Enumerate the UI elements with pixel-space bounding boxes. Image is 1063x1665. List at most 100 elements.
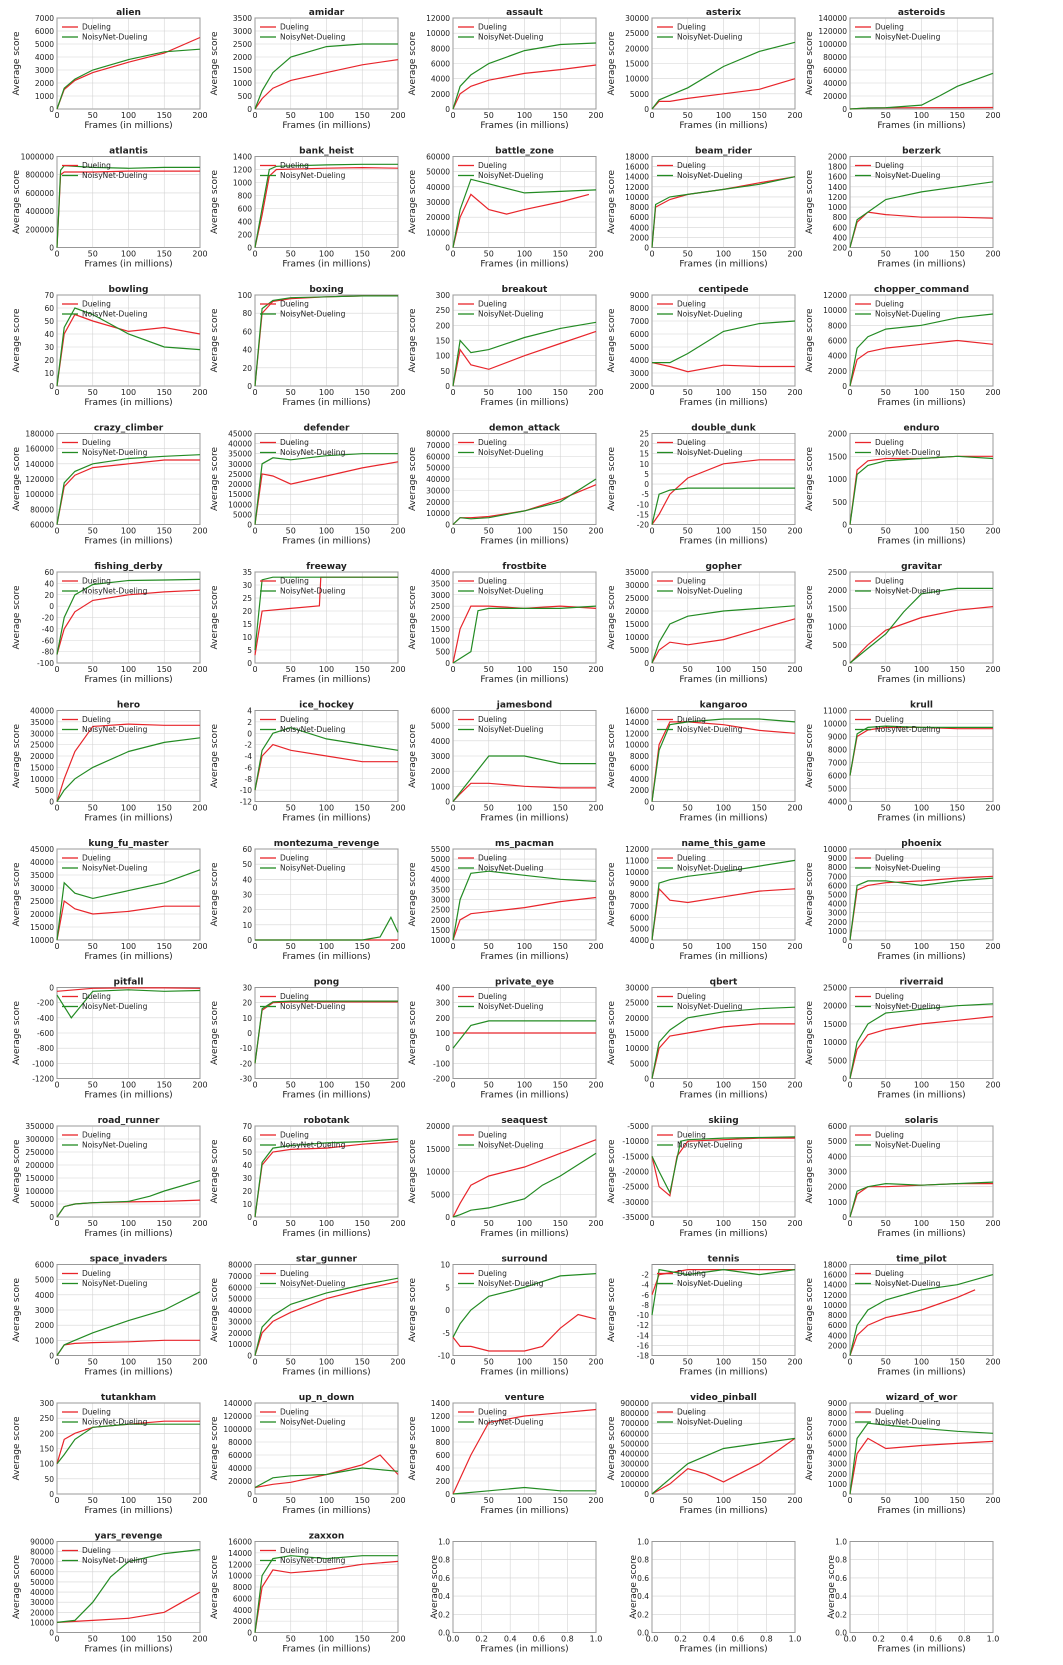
x-tick-label: 50: [484, 1081, 494, 1090]
x-axis-label: Frames (in millions): [282, 952, 370, 962]
x-tick-label: 150: [752, 1219, 767, 1228]
y-tick-label: 30000: [426, 486, 450, 495]
y-tick-label: -20: [240, 1059, 252, 1068]
plot-border: [254, 1541, 399, 1633]
legend-label-dueling: Dueling: [82, 854, 111, 863]
legend-label-noisynet: NoisyNet-Dueling: [82, 33, 148, 42]
series-line-noisynet-dueling: [452, 870, 597, 941]
series-line-dueling: [254, 1281, 399, 1356]
x-tick-label: 50: [88, 804, 98, 813]
y-axis-label: Average score: [408, 724, 418, 788]
y-tick-label: 6000: [630, 213, 649, 222]
y-tick-label: 1.0: [835, 1538, 847, 1547]
plot-border: [651, 1402, 796, 1495]
subplot-robotank: 50 100 150 200 0 10 20 30 40 50 60 70 0 robotank Frame…: [210, 1116, 406, 1239]
y-tick-label: 40000: [30, 1588, 54, 1597]
x-tick-label: 0: [649, 1081, 654, 1090]
y-tick-label: 7000: [630, 902, 649, 911]
y-axis-label: Average score: [607, 308, 617, 372]
y-tick-label: -18: [637, 1352, 649, 1361]
x-tick-label: 200: [787, 1081, 802, 1090]
chart-title: bowling: [109, 285, 149, 295]
y-tick-label: 6000: [431, 707, 450, 716]
x-axis-label: Frames (in millions): [84, 537, 172, 547]
y-tick-label: 200: [833, 244, 848, 253]
y-axis-label: Average score: [805, 585, 815, 649]
y-tick-label: -5000: [627, 1122, 649, 1131]
x-tick-label: 0: [450, 665, 455, 674]
series-line-dueling: [651, 78, 796, 110]
x-tick-label: 100: [121, 1496, 136, 1505]
y-tick-label: 1400: [233, 153, 252, 162]
x-tick-label: 150: [553, 250, 568, 259]
y-tick-label: 5000: [35, 1276, 54, 1285]
x-tick-label: 0.6: [532, 1635, 545, 1644]
y-tick-label: 2000: [828, 1470, 847, 1479]
y-tick-label: 0: [445, 1213, 450, 1222]
y-tick-label: 30000: [30, 884, 54, 893]
y-tick-label: 20: [242, 1187, 252, 1196]
y-tick-label: 500000: [620, 1439, 649, 1448]
y-tick-label: 10: [440, 1261, 450, 1270]
x-tick-label: 0: [847, 388, 852, 397]
x-tick-label: 150: [950, 1081, 965, 1090]
x-tick-label: 0: [54, 942, 59, 951]
subplot-zaxxon: 50 100 150 20002000400060008000100001200014…: [210, 1532, 406, 1655]
legend-label-dueling: Dueling: [82, 1269, 111, 1278]
y-tick-label: 9000: [630, 291, 649, 300]
y-tick-label: 1000: [35, 92, 54, 101]
y-axis-label: Average score: [607, 1139, 617, 1203]
x-tick-label: 0: [450, 804, 455, 813]
y-tick-label: 70000: [30, 1558, 54, 1567]
x-tick-label: 50: [484, 665, 494, 674]
y-tick-label: 200: [238, 231, 253, 240]
y-tick-label: 800: [436, 1438, 451, 1447]
y-tick-label: 8000: [828, 863, 847, 872]
x-tick-label: 150: [752, 804, 767, 813]
y-tick-label: 400: [833, 233, 848, 242]
series-line-noisynet-dueling: [56, 48, 201, 110]
x-axis-label: Frames (in millions): [679, 121, 767, 131]
series-line-noisynet-dueling: [452, 42, 597, 110]
legend-label-noisynet: NoisyNet-Dueling: [875, 725, 941, 734]
y-tick-label: 4000: [233, 1606, 252, 1615]
plot-border: [452, 17, 597, 110]
x-tick-label: 50: [484, 942, 494, 951]
x-tick-label: 150: [950, 527, 965, 536]
y-axis-label: Average score: [607, 1278, 617, 1342]
x-tick-label: 100: [716, 1358, 731, 1367]
y-tick-label: 6000: [828, 1321, 847, 1330]
x-tick-label: 0.4: [901, 1635, 914, 1644]
y-tick-label: 500: [238, 92, 253, 101]
y-tick-label: 50: [242, 1148, 252, 1157]
x-axis-label: Frames (in millions): [480, 1645, 568, 1655]
legend-label-dueling: Dueling: [478, 438, 507, 447]
x-tick-label: 150: [950, 1219, 965, 1228]
x-tick-label: 100: [517, 250, 532, 259]
y-axis-label: Average score: [210, 1555, 220, 1619]
series-line-dueling: [651, 362, 795, 373]
plot-border: [849, 848, 994, 941]
y-axis-label: Average score: [12, 170, 22, 234]
y-tick-label: -20: [637, 521, 649, 530]
y-tick-label: 4000: [828, 1331, 847, 1340]
y-tick-label: 0.2: [835, 1610, 847, 1619]
y-tick-label: 3500: [431, 885, 450, 894]
chart-title: tutankham: [101, 1393, 156, 1403]
x-tick-label: 50: [88, 665, 98, 674]
y-tick-label: 0.0: [835, 1629, 847, 1638]
x-tick-label: 50: [881, 1219, 891, 1228]
y-tick-label: 10: [242, 921, 252, 930]
series-line-noisynet-dueling: [56, 164, 200, 248]
y-tick-label: 2: [247, 718, 252, 727]
x-axis-label: Frames (in millions): [480, 675, 568, 685]
chart-title: battle_zone: [495, 147, 554, 157]
y-tick-label: -12: [637, 1321, 649, 1330]
legend-label-dueling: Dueling: [677, 715, 706, 724]
y-tick-label: 1.0: [438, 1538, 450, 1547]
x-tick-label: 200: [390, 111, 405, 120]
y-tick-label: 0.0: [637, 1629, 649, 1638]
series-line-dueling: [56, 313, 201, 387]
legend-label-noisynet: NoisyNet-Dueling: [677, 725, 743, 734]
y-tick-label: 16000: [625, 707, 649, 716]
